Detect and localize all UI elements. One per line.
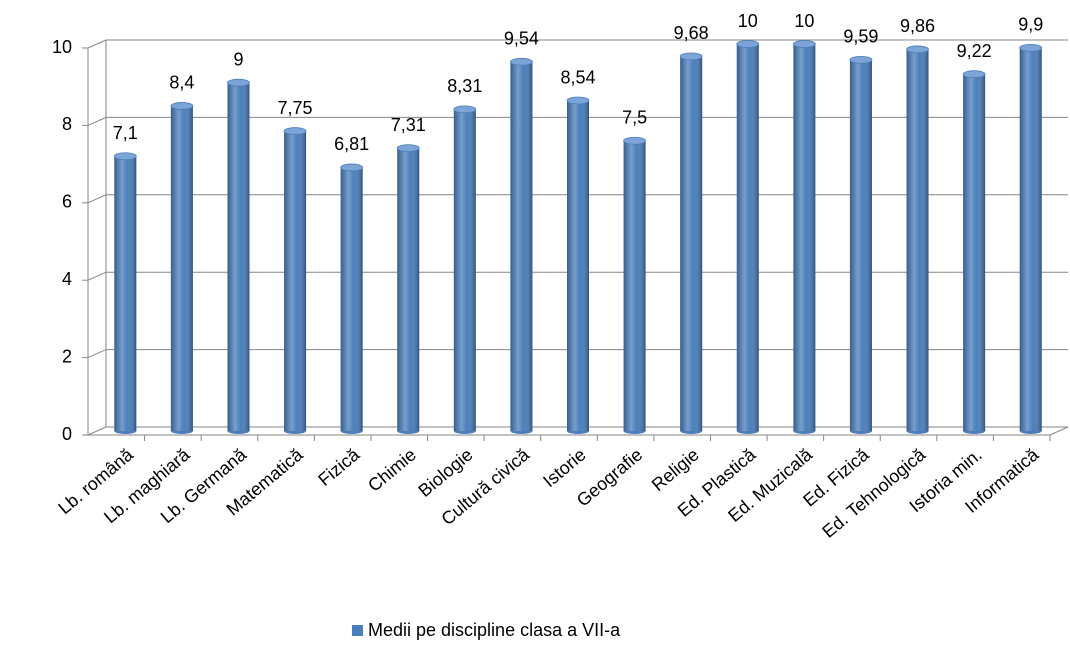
x-tick-label: Fizică xyxy=(314,444,364,490)
legend-swatch xyxy=(352,625,363,636)
bar-group xyxy=(906,45,929,434)
bar-group xyxy=(962,70,986,434)
bar-shade xyxy=(849,59,872,431)
bar-shade xyxy=(510,61,533,431)
bar-group xyxy=(340,163,364,434)
bar-shade xyxy=(906,49,929,431)
x-tick-label: Chimie xyxy=(364,444,420,495)
bar-shade xyxy=(793,44,816,431)
y-tick-label: 2 xyxy=(62,346,72,366)
bar-group xyxy=(792,40,816,434)
bar-group xyxy=(1019,43,1043,434)
data-label: 8,54 xyxy=(560,67,595,87)
bar-top xyxy=(679,52,703,61)
bar-group xyxy=(679,52,703,434)
bar-group xyxy=(283,127,307,434)
y-tick-label: 0 xyxy=(62,424,72,444)
bar-group xyxy=(566,96,590,434)
bar-top xyxy=(283,127,307,135)
data-label: 9 xyxy=(233,49,243,69)
bar-group xyxy=(623,136,646,434)
data-label: 9,68 xyxy=(674,23,709,43)
y-tick-label: 6 xyxy=(62,192,72,212)
bar-top xyxy=(736,40,760,48)
bar-shade xyxy=(567,100,589,431)
legend-label: Medii pe discipline clasa a VII-a xyxy=(368,620,621,640)
data-label: 6,81 xyxy=(334,134,369,154)
bar-shade xyxy=(170,105,193,432)
bar-shade xyxy=(397,148,420,431)
bar-shade xyxy=(680,56,703,431)
bar-top xyxy=(340,163,364,172)
data-label: 9,54 xyxy=(504,29,539,49)
bar-group xyxy=(453,105,477,434)
bar-group xyxy=(113,152,137,434)
data-label: 10 xyxy=(738,11,758,31)
bar-shade xyxy=(284,131,307,431)
bar-shade xyxy=(1019,47,1042,432)
bar-top xyxy=(623,136,646,145)
grid-line xyxy=(87,39,1068,49)
data-label: 7,75 xyxy=(278,98,313,118)
bar-top xyxy=(510,57,533,66)
x-tick-label: Ed. Tehnologică xyxy=(818,444,929,542)
data-label: 9,22 xyxy=(957,41,992,61)
bar-group xyxy=(736,40,760,434)
bar-group xyxy=(170,102,194,434)
bar-shade xyxy=(623,140,646,431)
bar-group xyxy=(396,144,420,434)
data-label: 8,31 xyxy=(447,76,482,96)
bar-group xyxy=(849,55,873,434)
bar-top xyxy=(453,105,477,114)
bar-top xyxy=(906,45,929,54)
data-label: 7,1 xyxy=(113,123,138,143)
bar-top xyxy=(113,152,137,161)
bar-top xyxy=(962,70,986,79)
data-label: 9,9 xyxy=(1018,15,1043,35)
bar-group xyxy=(510,57,533,434)
bar-top xyxy=(792,40,816,48)
data-label: 9,59 xyxy=(843,27,878,47)
bar-top xyxy=(170,102,194,110)
data-label: 10 xyxy=(794,11,814,31)
bar-top xyxy=(396,144,420,153)
bar-shade xyxy=(963,74,986,431)
data-label: 7,31 xyxy=(391,115,426,135)
bar-shade xyxy=(453,109,476,431)
data-label: 8,4 xyxy=(169,73,194,93)
bar-top xyxy=(227,78,250,87)
bar-shade xyxy=(736,44,759,431)
bar-group xyxy=(227,78,250,434)
bar-shade xyxy=(340,167,363,431)
data-label: 7,5 xyxy=(622,108,647,128)
y-tick-label: 10 xyxy=(52,37,72,57)
x-tick-label: Istorie xyxy=(539,444,589,491)
bar-top xyxy=(849,55,873,64)
bar-shade xyxy=(227,82,250,431)
data-label: 9,86 xyxy=(900,16,935,36)
bar-shade xyxy=(114,156,137,432)
bar-top xyxy=(1019,43,1043,52)
y-tick-label: 8 xyxy=(62,114,72,134)
bar-top xyxy=(566,96,590,105)
y-tick-label: 4 xyxy=(62,269,72,289)
